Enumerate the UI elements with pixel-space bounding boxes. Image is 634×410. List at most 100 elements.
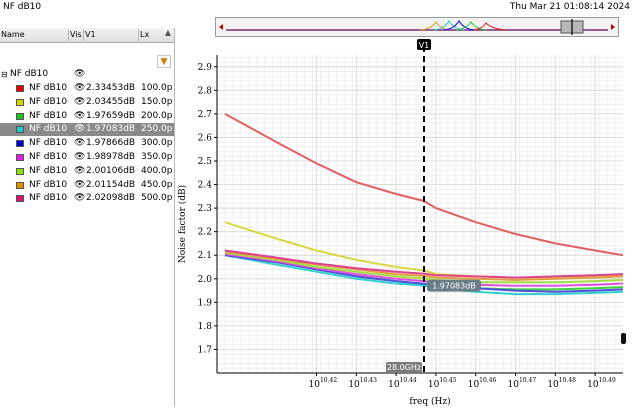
column-header-name[interactable]: Name bbox=[0, 29, 69, 41]
trace-lx-value: 150.0p bbox=[141, 96, 173, 107]
y-axis-label: Noise factor (dB) bbox=[177, 185, 188, 263]
visibility-eye-icon[interactable]: 👁 bbox=[74, 96, 86, 107]
visibility-eye-icon[interactable]: 👁 bbox=[74, 124, 86, 135]
visibility-eye-icon[interactable]: 👁 bbox=[74, 152, 86, 162]
table-row[interactable]: NF dB10 👁 1.98978dB 350.0p bbox=[0, 151, 174, 164]
visibility-eye-icon[interactable]: 👁 bbox=[74, 179, 86, 190]
plot-area[interactable]: 1.7 1.8 1.9 2.0 2.1 2.2 2.3 2.4 2.5 2.6 2.7 2.8 2.9 1… bbox=[176, 38, 634, 407]
x-tick-label: 1010.43 bbox=[348, 377, 377, 390]
y-tick-label: 2.2 bbox=[198, 228, 212, 238]
title-bar: NF dB10 Thu Mar 21 01:08:14 2024 bbox=[0, 0, 634, 16]
table-row[interactable]: NF dB10 👁 2.00106dB 400.0p bbox=[0, 165, 174, 178]
table-header: Name Vis V1 Lx ▲ bbox=[0, 28, 174, 43]
y-tick-label: 1.8 bbox=[198, 322, 213, 332]
trace-v1-value: 2.33453dB bbox=[86, 83, 136, 93]
trace-name: NF dB10 bbox=[29, 124, 68, 135]
trace-lx-value: 350.0p bbox=[141, 152, 173, 162]
trace-v1-value: 1.97083dB bbox=[86, 124, 136, 135]
collapse-toggle-icon[interactable]: ⊟ bbox=[1, 70, 8, 79]
root-name: NF dB10 bbox=[10, 69, 49, 79]
scroll-right-arrow[interactable] bbox=[611, 24, 615, 30]
table-row[interactable]: NF dB10 👁 2.02098dB 500.0p bbox=[0, 192, 174, 205]
grid bbox=[216, 55, 623, 374]
trace-v1-value: 2.03455dB bbox=[86, 96, 136, 107]
table-row[interactable]: NF dB10 👁 2.01154dB 450.0p bbox=[0, 179, 174, 192]
visibility-eye-icon[interactable]: 👁 bbox=[74, 138, 86, 149]
series-line-7[interactable] bbox=[224, 251, 624, 284]
trace-color-swatch[interactable] bbox=[16, 85, 24, 92]
overview-navigator[interactable] bbox=[215, 17, 619, 37]
marker-value-label: 1.97083dB bbox=[432, 282, 476, 291]
filter-icon[interactable]: ▼ bbox=[157, 55, 171, 68]
x-tick-label: 1010.48 bbox=[547, 377, 576, 390]
trace-v1-value: 1.97659dB bbox=[86, 110, 136, 121]
trace-lx-value: 300.0p bbox=[141, 138, 173, 149]
trace-color-swatch[interactable] bbox=[16, 154, 24, 161]
series-line-2[interactable] bbox=[224, 221, 624, 279]
overview-curve bbox=[420, 21, 449, 31]
marker-x-box bbox=[385, 362, 422, 373]
trace-color-swatch[interactable] bbox=[16, 126, 24, 134]
table-row[interactable]: NF dB10 👁 1.97083dB 250.0p bbox=[0, 123, 174, 137]
visibility-eye-icon[interactable]: 👁 bbox=[74, 69, 86, 79]
trace-color-swatch[interactable] bbox=[16, 167, 24, 175]
marker-value-box bbox=[426, 279, 481, 292]
trace-name: NF dB10 bbox=[29, 179, 68, 190]
trace-name: NF dB10 bbox=[29, 165, 68, 176]
table-row[interactable]: NF dB10 👁 2.33453dB 100.0p bbox=[0, 82, 174, 95]
visibility-eye-icon[interactable]: 👁 bbox=[74, 110, 86, 121]
table-row[interactable]: NF dB10 👁 1.97866dB 300.0p bbox=[0, 137, 174, 150]
x-tick-label: 1010.49 bbox=[587, 377, 616, 390]
trace-v1-value: 1.98978dB bbox=[86, 152, 136, 162]
x-axis-label: freq (Hz) bbox=[409, 396, 450, 407]
y-tick-label: 2.0 bbox=[198, 275, 213, 285]
trace-lx-value: 500.0p bbox=[141, 193, 173, 204]
trace-lx-value: 250.0p bbox=[141, 124, 173, 135]
scroll-left-arrow[interactable] bbox=[219, 24, 223, 30]
sort-up-icon[interactable]: ▲ bbox=[164, 28, 171, 37]
trace-name: NF dB10 bbox=[29, 83, 68, 93]
y-tick-label: 2.1 bbox=[198, 251, 212, 261]
trace-color-swatch[interactable] bbox=[16, 140, 24, 148]
trace-name: NF dB10 bbox=[29, 96, 68, 107]
trace-table-panel: Name Vis V1 Lx ▲ ▼ ⊟ NF dB10 👁 NF dB10 👁 2… bbox=[0, 28, 175, 407]
trace-v1-value: 1.97866dB bbox=[86, 138, 136, 149]
trace-name: NF dB10 bbox=[29, 138, 68, 149]
series-line-8[interactable] bbox=[224, 250, 624, 281]
x-tick-label: 1010.42 bbox=[309, 377, 338, 390]
marker-v1-tag[interactable] bbox=[416, 39, 431, 50]
column-header-v1[interactable]: V1 bbox=[84, 29, 139, 41]
marker-v1-name: V1 bbox=[419, 41, 430, 50]
trace-lx-value: 100.0p bbox=[141, 83, 173, 93]
table-row[interactable]: NF dB10 👁 2.03455dB 150.0p bbox=[0, 96, 174, 109]
resize-handle[interactable] bbox=[621, 333, 626, 344]
column-header-vis[interactable]: Vis bbox=[69, 29, 84, 41]
visibility-eye-icon[interactable]: 👁 bbox=[74, 165, 86, 176]
x-tick-label: 1010.45 bbox=[428, 377, 457, 390]
trace-lx-value: 450.0p bbox=[141, 179, 173, 190]
y-tick-label: 2.6 bbox=[198, 133, 213, 143]
column-header-lx[interactable]: Lx bbox=[140, 30, 150, 39]
tree-root-row[interactable]: ⊟ NF dB10 👁 bbox=[0, 68, 174, 81]
visibility-eye-icon[interactable]: 👁 bbox=[74, 83, 86, 93]
y-tick-label: 2.7 bbox=[198, 110, 213, 120]
series-line-1[interactable] bbox=[224, 113, 624, 257]
y-tick-label: 1.9 bbox=[198, 298, 213, 308]
y-tick-label: 2.5 bbox=[198, 157, 213, 167]
y-tick-label: 2.9 bbox=[198, 63, 213, 73]
noise-factor-chart[interactable]: 1.7 1.8 1.9 2.0 2.1 2.2 2.3 2.4 2.5 2.6 2.7 2.8 2.9 1… bbox=[176, 38, 634, 407]
y-tick-label: 2.3 bbox=[198, 204, 213, 214]
trace-name: NF dB10 bbox=[29, 193, 68, 204]
overview-curve bbox=[433, 20, 465, 31]
trace-color-swatch[interactable] bbox=[16, 195, 24, 203]
series-line-9[interactable] bbox=[224, 249, 624, 279]
trace-lx-value: 400.0p bbox=[141, 165, 173, 176]
trace-color-swatch[interactable] bbox=[16, 181, 24, 189]
trace-v1-value: 2.01154dB bbox=[86, 179, 136, 190]
trace-name: NF dB10 bbox=[29, 110, 68, 121]
trace-color-swatch[interactable] bbox=[16, 112, 24, 120]
visibility-eye-icon[interactable]: 👁 bbox=[74, 193, 86, 204]
x-tick-label: 1010.44 bbox=[388, 377, 417, 390]
trace-color-swatch[interactable] bbox=[16, 98, 24, 106]
table-row[interactable]: NF dB10 👁 1.97659dB 200.0p bbox=[0, 110, 174, 123]
